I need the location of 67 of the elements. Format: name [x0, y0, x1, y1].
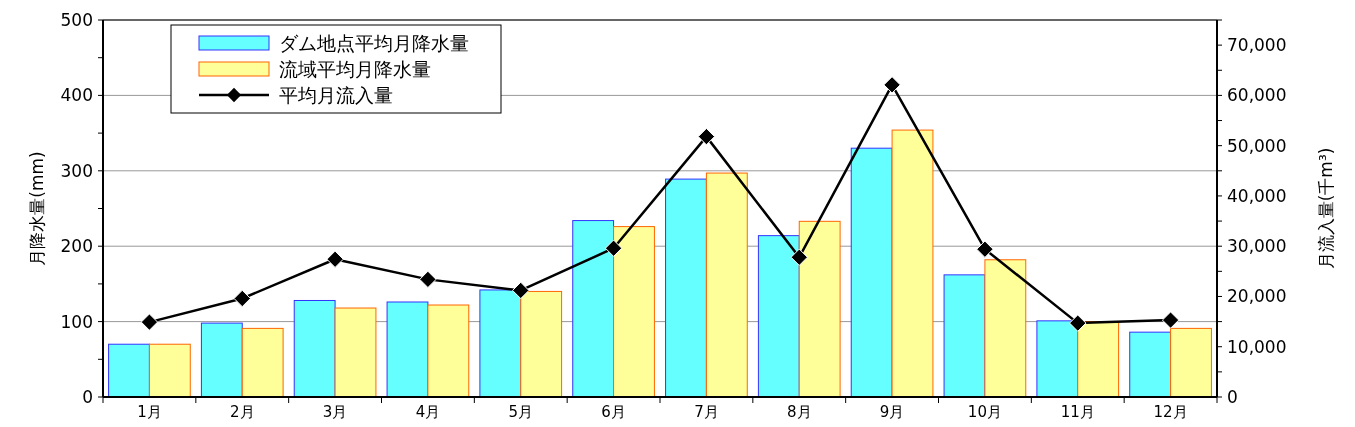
y-tick-label: 0	[82, 387, 93, 407]
point	[419, 270, 437, 289]
bar	[891, 129, 934, 398]
x-tick-label: 2月	[229, 403, 255, 421]
bar	[1170, 327, 1212, 398]
bar	[108, 343, 150, 398]
y2-tick-label: 40,000	[1227, 185, 1287, 206]
y2-tick-label: 60,000	[1227, 85, 1287, 106]
y2-tick-label: 10,000	[1227, 336, 1287, 357]
point	[140, 313, 159, 331]
x-tick-label: 1月	[137, 403, 162, 421]
y2-tick-label: 50,000	[1227, 135, 1287, 156]
y-tick-label: 400	[60, 85, 93, 106]
x-tick-label: 9月	[879, 403, 905, 421]
bar	[293, 299, 336, 398]
legend-label: 平均月流入量	[279, 84, 393, 106]
legend-label: ダム地点平均月降水量	[279, 32, 469, 54]
y2-axis-title: 月流入量(千m³)	[1316, 147, 1336, 270]
x-tick-label: 7月	[694, 403, 719, 421]
y-tick-label: 200	[60, 236, 93, 257]
x-tick-label: 6月	[601, 403, 626, 421]
bar	[148, 343, 191, 398]
x-tick-label: 5月	[508, 403, 534, 421]
bar	[479, 289, 522, 398]
x-tick-label: 12月	[1153, 403, 1188, 421]
y2-tick-label: 0	[1227, 387, 1238, 407]
bar	[665, 178, 707, 398]
y-tick-label: 500	[60, 10, 93, 30]
bar	[241, 327, 284, 398]
point	[604, 239, 623, 257]
x-tick-label: 4月	[415, 403, 441, 421]
bar	[334, 307, 377, 398]
bar	[757, 235, 800, 398]
bar	[386, 301, 429, 398]
x-tick-label: 8月	[786, 403, 812, 421]
bar	[520, 290, 563, 398]
bar	[705, 172, 748, 398]
legend-label: 流域平均月降水量	[279, 58, 431, 80]
point	[512, 281, 530, 300]
y-tick-label: 300	[60, 160, 93, 181]
y2-tick-label: 70,000	[1227, 35, 1287, 56]
point	[233, 289, 251, 308]
y-axis-title: 月降水量(mm)	[27, 151, 47, 266]
y-tick-label: 100	[60, 311, 93, 332]
bar	[427, 304, 470, 398]
point	[326, 250, 344, 268]
y2-tick-label: 30,000	[1227, 236, 1287, 257]
bar	[798, 220, 841, 398]
bar	[613, 226, 655, 398]
bar	[850, 147, 893, 398]
y2-tick-label: 20,000	[1227, 286, 1287, 307]
bar	[1129, 331, 1172, 398]
x-tick-label: 11月	[1060, 403, 1095, 421]
point	[883, 76, 901, 94]
point	[790, 248, 808, 266]
bar	[984, 259, 1027, 398]
bar	[1036, 320, 1079, 398]
x-tick-label: 10月	[967, 403, 1002, 421]
bar	[200, 322, 243, 398]
point	[1161, 311, 1180, 329]
point	[697, 127, 716, 146]
bar	[572, 220, 615, 398]
bar	[943, 274, 986, 398]
bar	[1077, 321, 1120, 398]
point	[976, 240, 994, 258]
x-tick-label: 3月	[322, 403, 348, 421]
point	[1069, 314, 1087, 332]
